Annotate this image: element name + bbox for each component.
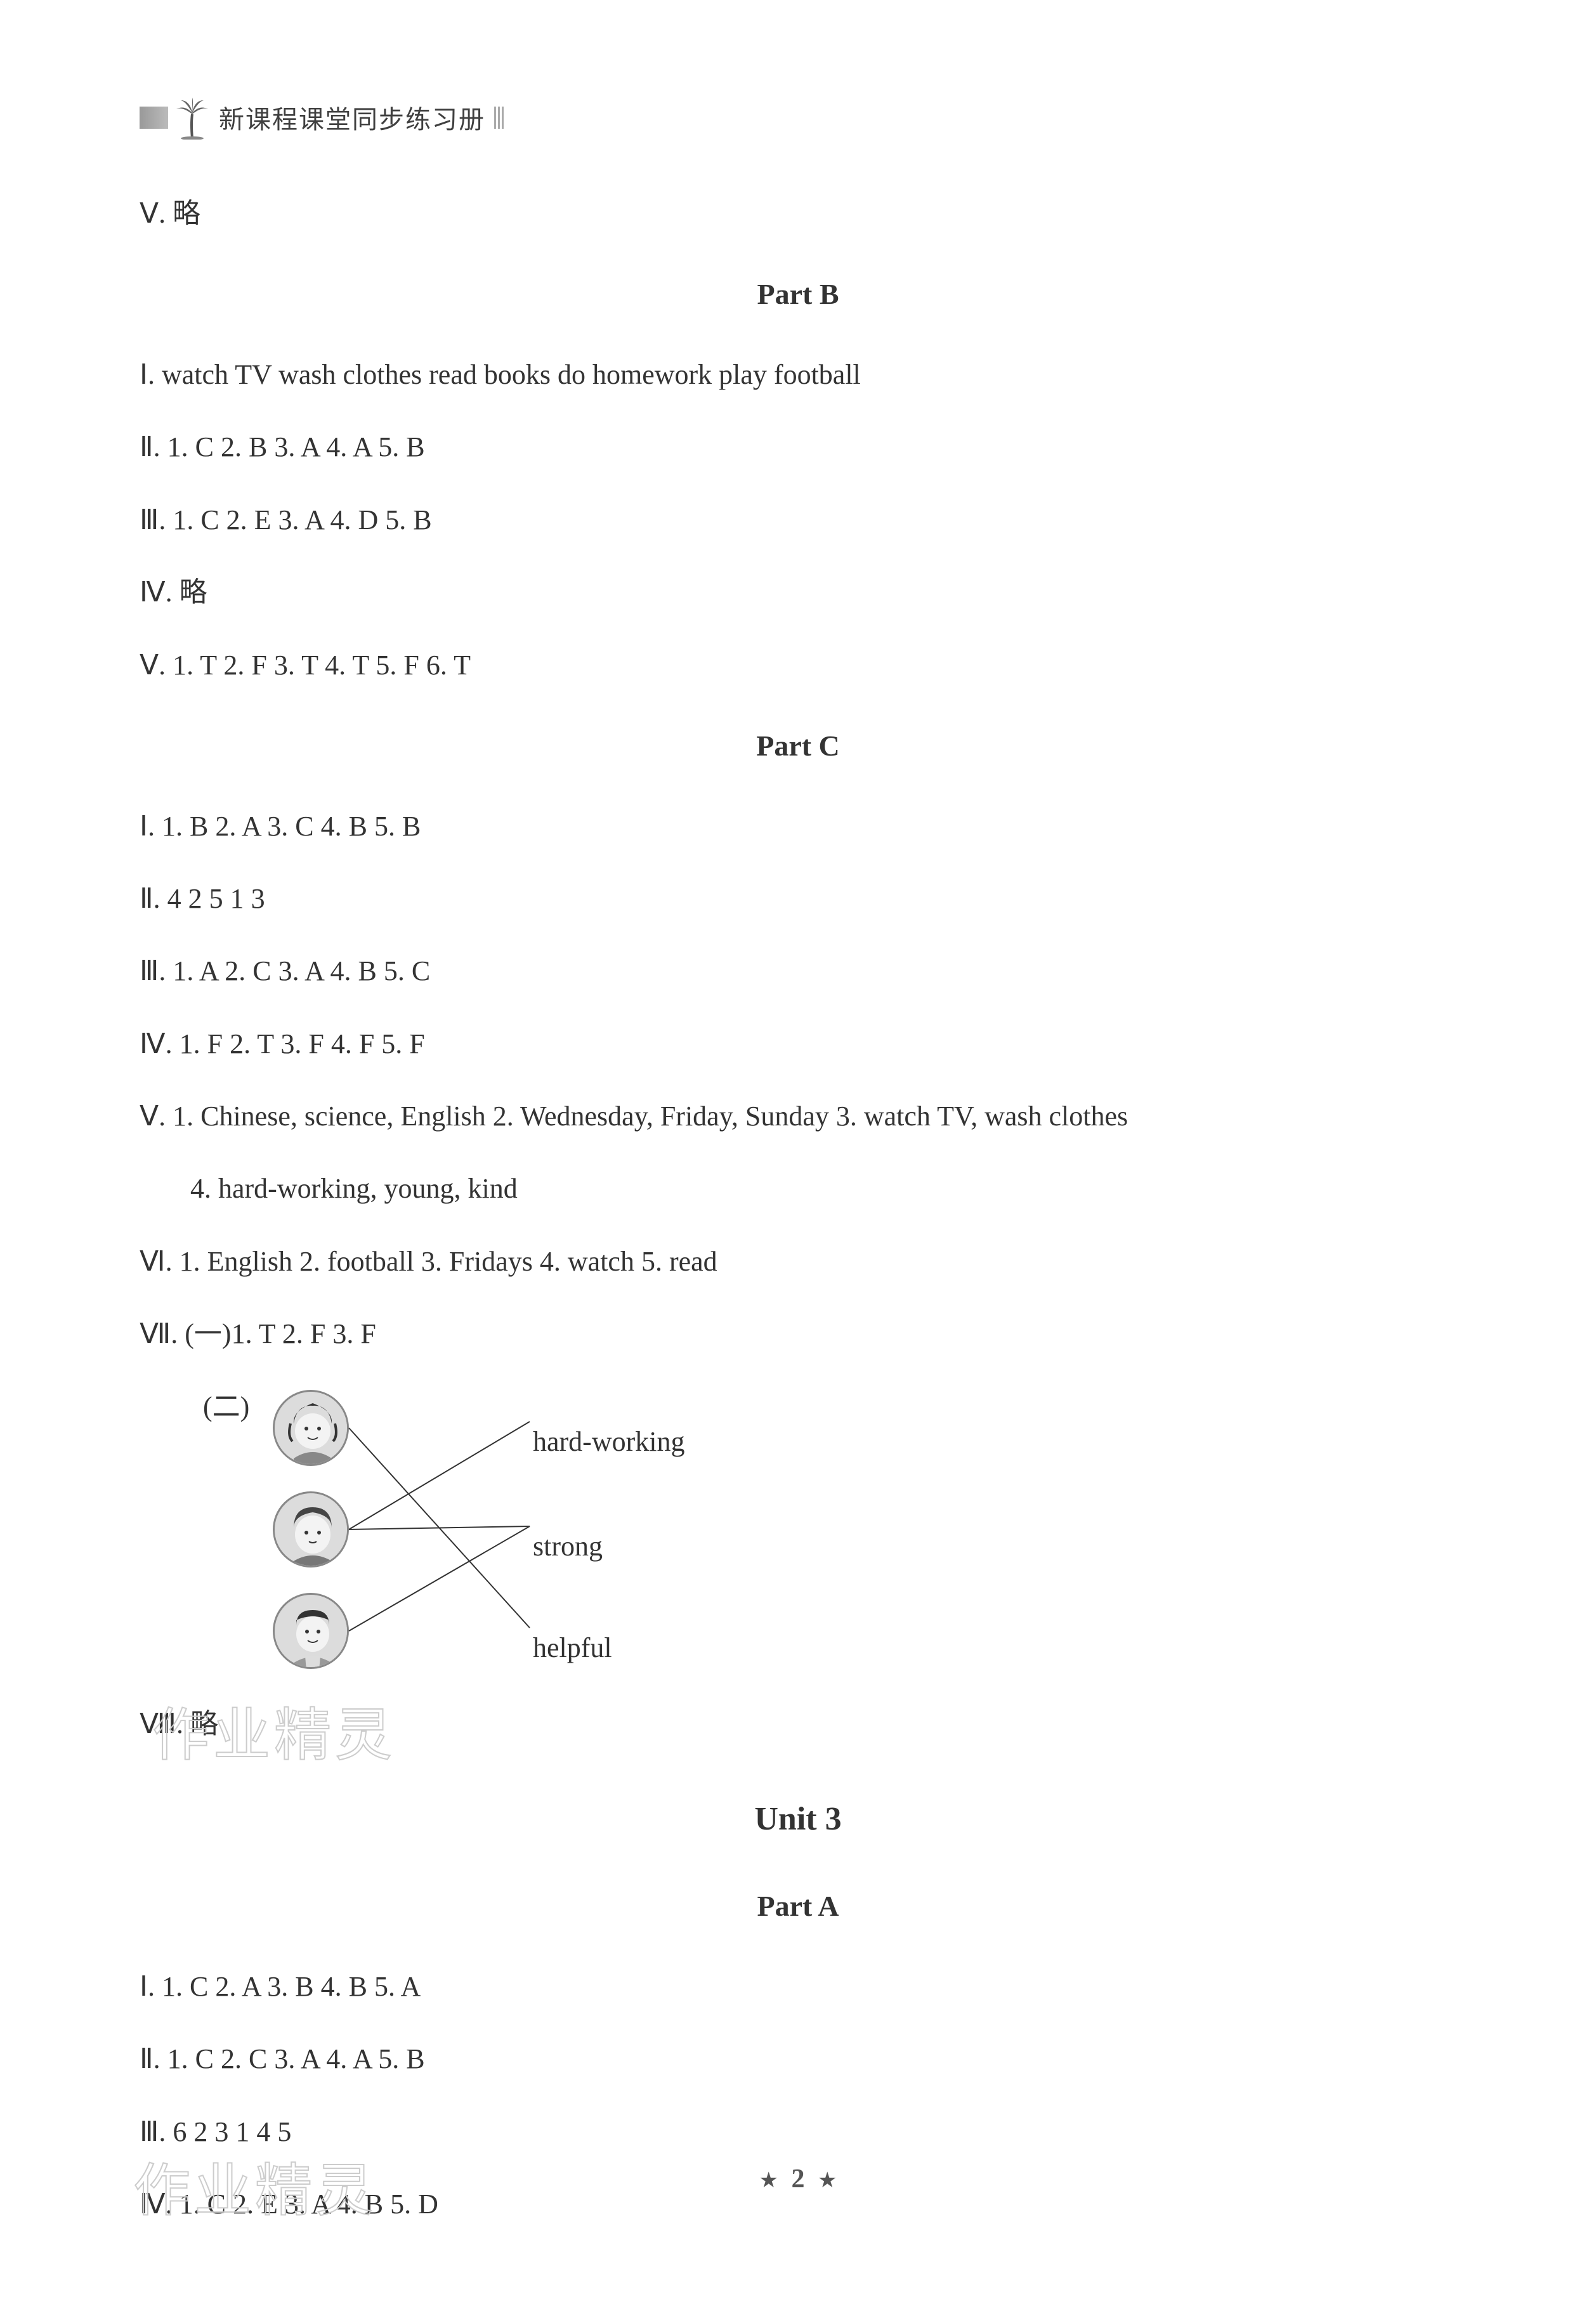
line-c1: Ⅰ. 1. B 2. A 3. C 4. B 5. B (140, 790, 1456, 863)
watermark-1: 作业精灵 (152, 1662, 396, 1810)
diagram-label-two: (二) (203, 1371, 249, 1443)
line-a1: Ⅰ. 1. C 2. A 3. B 4. B 5. A (140, 1951, 1456, 2023)
page-footer: ★ 2 ★ (0, 2164, 1596, 2194)
line-a2: Ⅱ. 1. C 2. C 3. A 4. A 5. B (140, 2023, 1456, 2095)
diagram-word-1: hard-working (533, 1406, 685, 1478)
line-b2: Ⅱ. 1. C 2. B 3. A 4. A 5. B (140, 411, 1456, 483)
line-c5b: 4. hard-working, young, kind (140, 1153, 1456, 1225)
page-header: 新课程课堂同步练习册 (140, 95, 1456, 140)
header-bar-left (140, 107, 168, 129)
header-bar-right (494, 107, 506, 129)
diagram-word-2: strong (533, 1510, 603, 1583)
answer-content: Ⅴ. 略 Part B Ⅰ. watch TV wash clothes rea… (140, 178, 1456, 2241)
avatar-2 (273, 1491, 349, 1568)
diagram-word-3: helpful (533, 1612, 612, 1684)
line-c7: Ⅶ. (一)1. T 2. F 3. F (140, 1298, 1456, 1370)
line-c4: Ⅳ. 1. F 2. T 3. F 4. F 5. F (140, 1008, 1456, 1080)
line-c5: Ⅴ. 1. Chinese, science, English 2. Wedne… (140, 1080, 1456, 1153)
page-container: 新课程课堂同步练习册 Ⅴ. 略 Part B Ⅰ. watch TV wash … (0, 0, 1596, 2304)
line-b1: Ⅰ. watch TV wash clothes read books do h… (140, 339, 1456, 411)
header-title: 新课程课堂同步练习册 (219, 99, 485, 136)
section-part-a: Part A (140, 1868, 1456, 1944)
line-b5: Ⅴ. 1. T 2. F 3. T 4. T 5. F 6. T (140, 629, 1456, 702)
footer-star-right: ★ (818, 2169, 837, 2192)
section-part-b: Part B (140, 256, 1456, 332)
line-b4: Ⅳ. 略 (140, 556, 1456, 629)
line-c2: Ⅱ. 4 2 5 1 3 (140, 863, 1456, 935)
line-c6: Ⅵ. 1. English 2. football 3. Fridays 4. … (140, 1226, 1456, 1298)
matching-diagram: (二) (178, 1371, 1456, 1688)
footer-star-left: ★ (759, 2169, 778, 2192)
avatar-1 (273, 1390, 349, 1466)
line-b3: Ⅲ. 1. C 2. E 3. A 4. D 5. B (140, 484, 1456, 556)
line-v-omit: Ⅴ. 略 (140, 178, 1456, 250)
footer-page-number: 2 (792, 2164, 805, 2194)
avatar-3 (273, 1593, 349, 1669)
line-c3: Ⅲ. 1. A 2. C 3. A 4. B 5. C (140, 935, 1456, 1007)
section-part-c: Part C (140, 708, 1456, 784)
palm-tree-icon (173, 95, 211, 140)
